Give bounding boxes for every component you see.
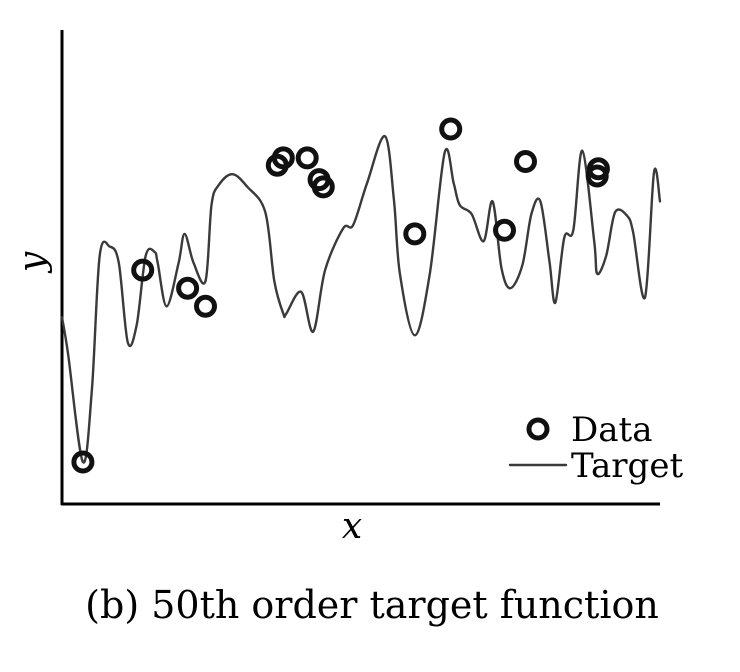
legend-data-label: Data <box>571 410 652 450</box>
data-point <box>71 450 95 474</box>
data-points-layer <box>71 117 610 474</box>
figure-caption: (b) 50th order target function <box>85 583 659 627</box>
data-point <box>131 258 155 282</box>
data-point <box>586 157 610 181</box>
data-point <box>194 294 217 318</box>
y-axis-label: y <box>12 251 53 274</box>
legend-target-label: Target <box>571 446 683 486</box>
data-point <box>271 146 295 170</box>
data-point <box>311 175 335 199</box>
data-point <box>176 276 200 300</box>
legend-data-marker <box>526 417 550 441</box>
target-function-line <box>60 134 662 464</box>
data-point <box>295 146 319 170</box>
plot-area <box>60 30 662 506</box>
data-point <box>403 222 427 246</box>
series-layer <box>60 134 662 464</box>
data-point <box>439 117 463 141</box>
x-axis-label: x <box>342 506 362 547</box>
data-point <box>493 218 516 242</box>
legend: Data Target <box>508 410 683 486</box>
data-point <box>514 150 537 173</box>
